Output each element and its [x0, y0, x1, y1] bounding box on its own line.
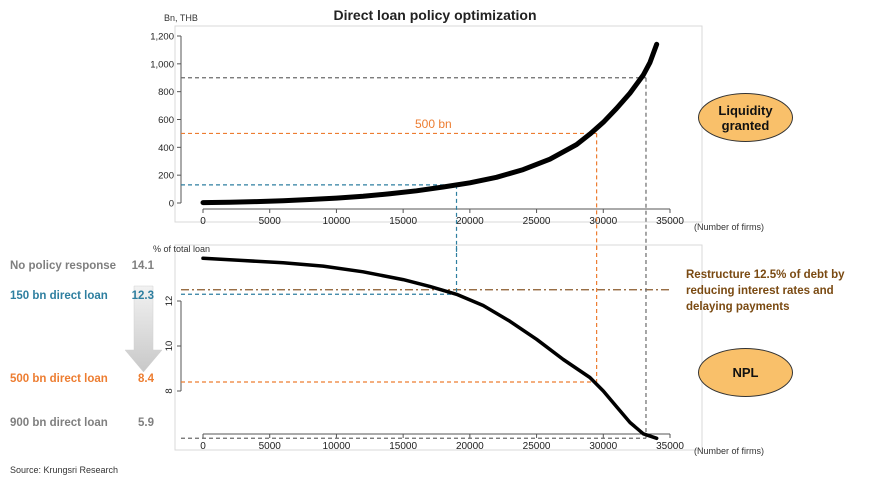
- y-tick-label: 10: [164, 341, 175, 352]
- x-tick-label: 20000: [456, 216, 484, 227]
- x-tick-label: 5000: [259, 216, 282, 227]
- chart-title: Direct loan policy optimization: [333, 7, 537, 23]
- down-arrow-icon: [124, 285, 163, 373]
- policy-label-150bn: 150 bn direct loan: [10, 290, 108, 302]
- x-tick-label: 25000: [523, 441, 551, 452]
- y-tick-label: 800: [158, 87, 174, 98]
- x-tick-label: 5000: [259, 441, 282, 452]
- y-tick-label: 600: [158, 115, 174, 126]
- x-tick-label: 35000: [656, 441, 684, 452]
- policy-value-no-policy: 14.1: [131, 260, 154, 272]
- bottom-chart: 0 5000 10000 15000 20000 25000 30000 35000 8 10 12: [164, 244, 703, 452]
- x-tick-label: 0: [200, 216, 206, 227]
- top-y-axis-label: Bn, THB: [164, 13, 198, 23]
- series-line: [201, 256, 659, 441]
- policy-value-500bn: 8.4: [138, 373, 154, 385]
- 500bn-annotation: 500 bn: [415, 117, 452, 131]
- npl-text: NPL: [732, 365, 759, 380]
- liquidity-granted-text: Liquidity granted: [718, 102, 773, 133]
- policy-label-500bn: 500 bn direct loan: [10, 373, 108, 385]
- x-tick-label: 20000: [456, 441, 484, 452]
- y-tick-label: 400: [158, 143, 174, 154]
- y-tick-label: 0: [169, 199, 174, 210]
- x-tick-label: 30000: [589, 441, 617, 452]
- x-tick-label: 25000: [523, 216, 551, 227]
- x-tick-label: 15000: [389, 441, 417, 452]
- bottom-x-axis-label: (Number of firms): [694, 446, 765, 456]
- policy-label-900bn: 900 bn direct loan: [10, 417, 108, 429]
- source-note: Source: Krungsri Research: [10, 465, 119, 475]
- top-x-axis-label: (Number of firms): [694, 222, 765, 232]
- y-tick-label: 8: [164, 388, 175, 393]
- x-tick-label: 35000: [656, 216, 684, 227]
- x-tick-label: 30000: [589, 216, 617, 227]
- y-tick-label: 1,200: [150, 32, 174, 43]
- x-tick-label: 10000: [323, 216, 351, 227]
- policy-value-150bn: 12.3: [131, 290, 154, 302]
- y-tick-label: 1,000: [150, 59, 174, 70]
- npl-bubble: NPL: [698, 348, 793, 397]
- y-tick-label: 12: [164, 296, 175, 307]
- bottom-y-axis-label: % of total loan: [153, 244, 211, 254]
- x-tick-label: 10000: [323, 441, 351, 452]
- policy-label-no-policy: No policy response: [10, 260, 117, 272]
- series-line: [200, 41, 660, 206]
- policy-value-900bn: 5.9: [138, 417, 154, 429]
- top-chart: 0 5000 10000 15000 20000 25000 30000 35000 0 200 4…: [150, 25, 703, 252]
- chart-frame: [174, 244, 703, 451]
- restructure-note: Restructure 12.5% of debt by reducing in…: [686, 269, 845, 313]
- y-tick-label: 200: [158, 171, 174, 182]
- x-tick-label: 15000: [389, 216, 417, 227]
- x-tick-label: 0: [200, 441, 206, 452]
- liquidity-granted-bubble: Liquidity granted: [698, 93, 793, 142]
